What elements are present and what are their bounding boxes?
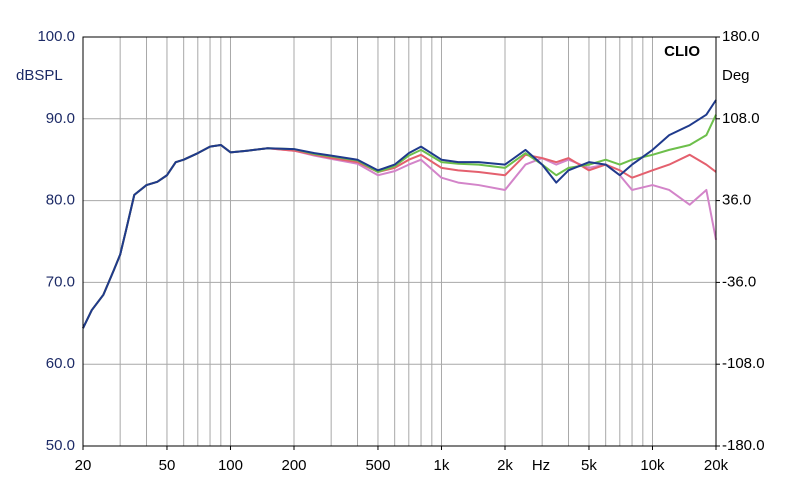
x-tick-label: 20	[75, 457, 92, 474]
series-line	[82, 99, 717, 329]
y2-tick-label: 108.0	[722, 110, 760, 127]
y2-axis-label: Deg	[722, 67, 750, 84]
y-axis-label: dBSPL	[16, 67, 63, 84]
y2-tick-label: -36.0	[722, 273, 756, 290]
annotation: CLIO	[664, 43, 700, 60]
y-tick-label: 90.0	[46, 110, 75, 127]
x-tick-label: 20k	[704, 457, 729, 474]
y-tick-label: 50.0	[46, 437, 75, 454]
x-tick-label: 200	[281, 457, 306, 474]
y2-tick-label: 180.0	[722, 28, 760, 45]
y-tick-label: 60.0	[46, 355, 75, 372]
y2-tick-label: -108.0	[722, 355, 765, 372]
x-tick-label: 1k	[434, 457, 450, 474]
x-tick-label: 5k	[581, 457, 597, 474]
y-tick-label: 100.0	[37, 28, 75, 45]
plot-frame	[82, 36, 717, 447]
x-tick-label: 500	[365, 457, 390, 474]
y2-tick-label: 36.0	[722, 192, 751, 209]
y-tick-label: 70.0	[46, 273, 75, 290]
x-tick-label: 50	[159, 457, 176, 474]
x-tick-label: 10k	[640, 457, 665, 474]
x-tick-label: 100	[218, 457, 243, 474]
y-tick-label: 80.0	[46, 192, 75, 209]
y2-tick-label: -180.0	[722, 437, 765, 454]
x-tick-label: 2k	[497, 457, 513, 474]
x-axis-label: Hz	[532, 457, 550, 474]
